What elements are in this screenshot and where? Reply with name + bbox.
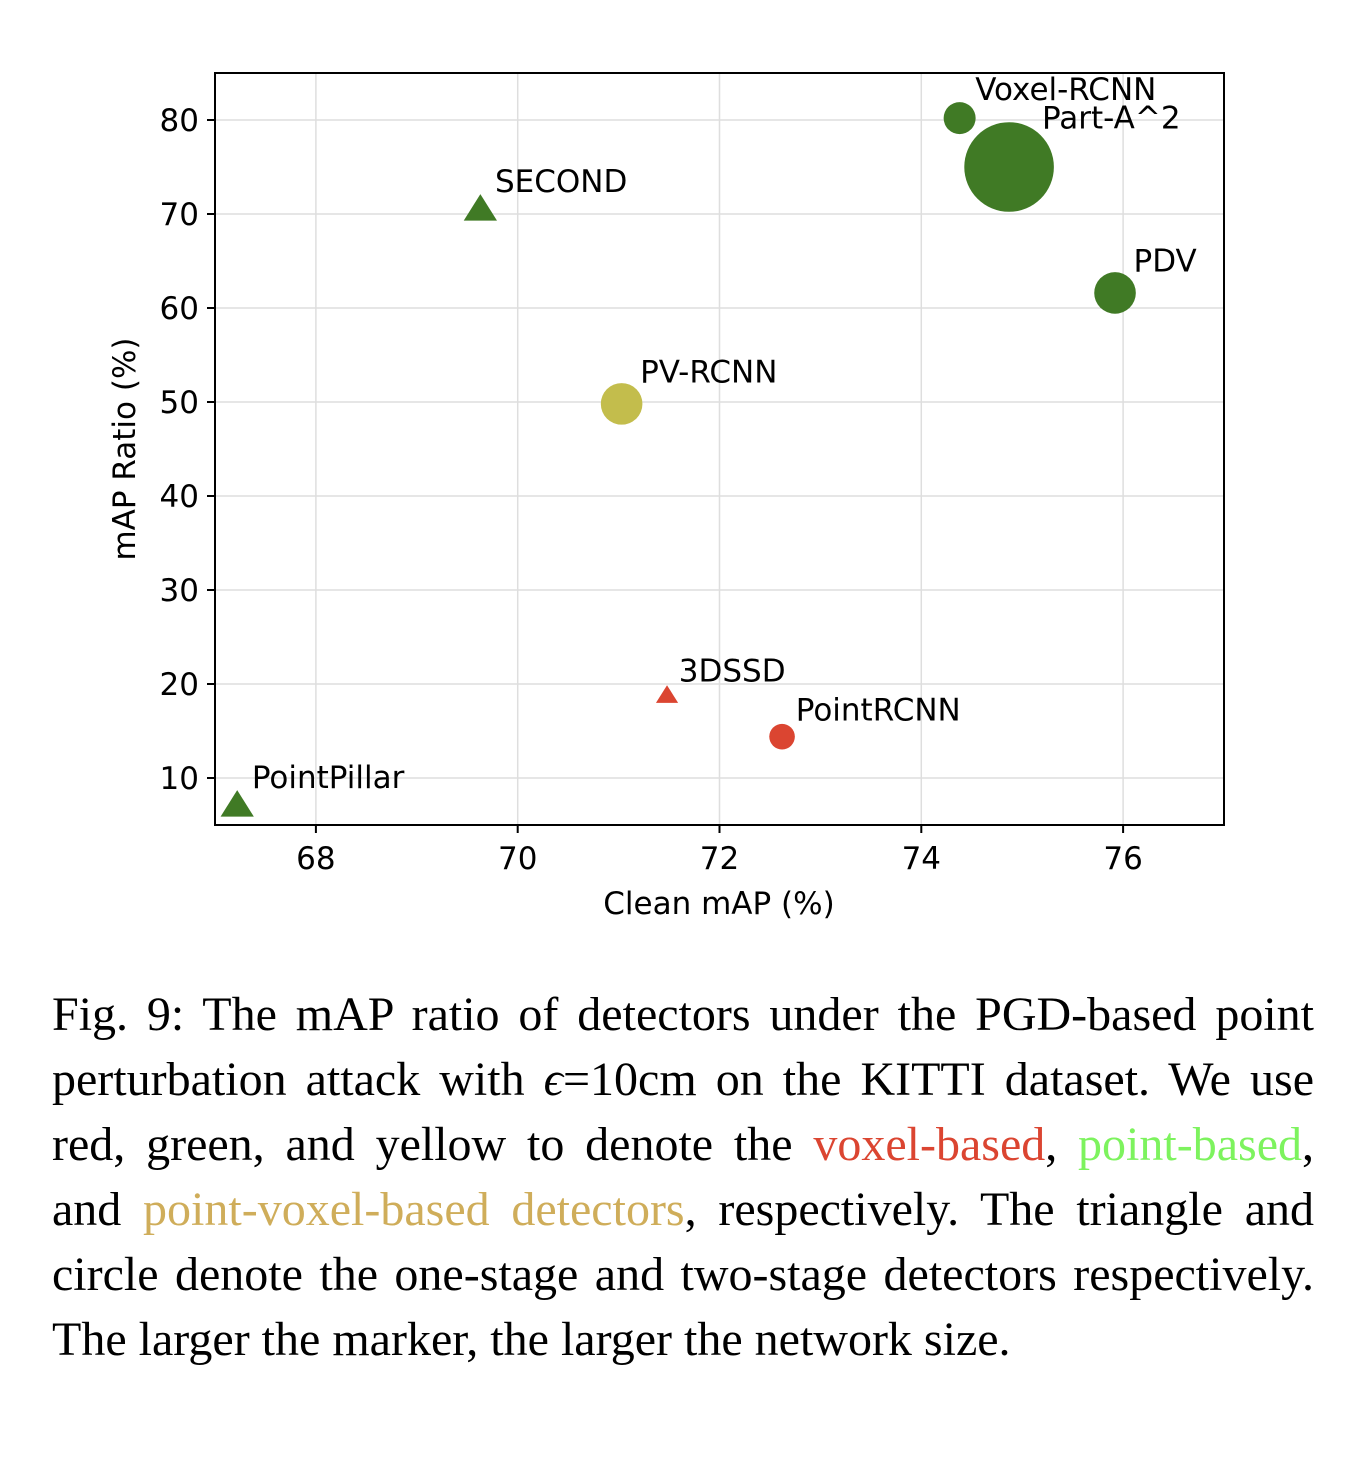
y-axis-label: mAP Ratio (%) bbox=[107, 337, 143, 560]
y-tick-label: 70 bbox=[160, 197, 199, 233]
figure-caption: Fig. 9: The mAP ratio of detectors under… bbox=[52, 982, 1314, 1372]
point-part-a-2 bbox=[964, 122, 1054, 212]
caption-mid2: , bbox=[1045, 1118, 1079, 1171]
ticks-layer: 68 70 72 74 76 10 20 30 40 50 60 70 80 bbox=[160, 103, 1143, 877]
point-pdv bbox=[1094, 272, 1136, 314]
point-second bbox=[463, 194, 497, 221]
point-pointpillar bbox=[220, 790, 254, 817]
x-tick-label: 72 bbox=[700, 841, 739, 877]
caption-point-based: point-based bbox=[1078, 1118, 1302, 1171]
label-second: SECOND bbox=[495, 164, 627, 200]
y-tick-label: 50 bbox=[160, 385, 199, 421]
point-pointrcnn bbox=[769, 723, 795, 750]
label-pdv: PDV bbox=[1134, 243, 1197, 279]
point-voxel-rcnn bbox=[943, 102, 976, 135]
x-tick-label: 70 bbox=[498, 841, 537, 877]
label-3dssd: 3DSSD bbox=[679, 654, 786, 690]
label-pointrcnn: PointRCNN bbox=[796, 693, 961, 729]
caption-suffix: , respectively. The triangle and circle … bbox=[52, 1183, 1314, 1366]
y-tick-label: 10 bbox=[160, 761, 199, 797]
label-pointpillar: PointPillar bbox=[252, 760, 405, 796]
y-tick-label: 80 bbox=[160, 103, 199, 139]
x-axis-label: Clean mAP (%) bbox=[603, 886, 834, 922]
caption-mid1: =10cm on the KITTI dataset. We use red, … bbox=[52, 1053, 1314, 1171]
y-tick-label: 30 bbox=[160, 573, 199, 609]
x-tick-label: 76 bbox=[1103, 841, 1142, 877]
point-3dssd bbox=[655, 685, 679, 703]
caption-epsilon: ϵ bbox=[543, 1053, 563, 1106]
scatter-chart: 68 70 72 74 76 10 20 30 40 50 60 70 80 Voxel-RCNNPar… bbox=[107, 72, 1225, 922]
x-tick-label: 74 bbox=[902, 841, 941, 877]
label-pv-rcnn: PV-RCNN bbox=[640, 354, 777, 390]
caption-prefix: Fig. 9: The mAP ratio of detectors under… bbox=[52, 988, 1314, 1106]
y-tick-label: 40 bbox=[160, 479, 199, 515]
caption-mid3: , and bbox=[52, 1118, 1314, 1236]
caption-voxel-based: voxel-based bbox=[813, 1118, 1046, 1171]
label-part-a-2: Part-A^2 bbox=[1042, 101, 1181, 137]
points-layer bbox=[220, 102, 1136, 817]
y-tick-label: 60 bbox=[160, 291, 199, 327]
y-tick-label: 20 bbox=[160, 667, 199, 703]
caption-point-voxel-based: point-voxel-based detectors bbox=[143, 1183, 685, 1236]
point-pv-rcnn bbox=[600, 383, 643, 425]
scatter-figure: 68 70 72 74 76 10 20 30 40 50 60 70 80 Voxel-RCNN Par… bbox=[107, 72, 1225, 922]
label-voxel-rcnn: Voxel-RCNN bbox=[975, 72, 1156, 108]
grid-layer bbox=[215, 73, 1224, 825]
x-tick-label: 68 bbox=[296, 841, 335, 877]
